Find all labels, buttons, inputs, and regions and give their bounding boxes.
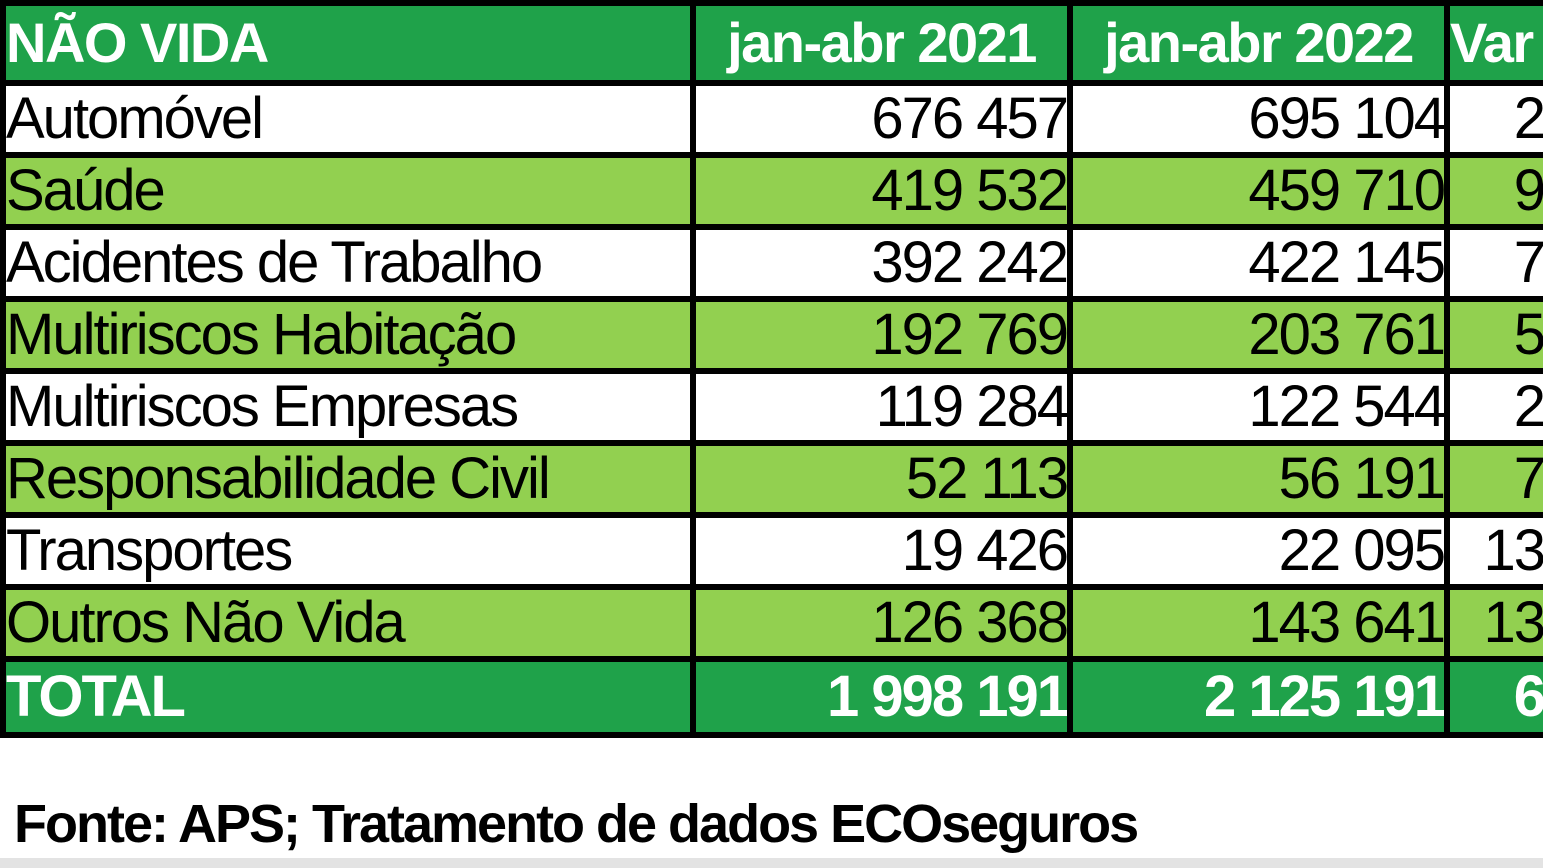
row-label: Saúde [0, 152, 696, 230]
value-2021: 126 368 [690, 584, 1073, 662]
value-var: 2 [1444, 368, 1543, 446]
value-2021: 419 532 [690, 152, 1073, 230]
table-row-transportes: Transportes 19 426 22 095 13 [0, 512, 1543, 590]
row-label: Multiriscos Habitação [0, 296, 696, 374]
total-var: 6 [1444, 656, 1543, 738]
source-note: Fonte: APS; Tratamento de dados ECOsegur… [0, 790, 1543, 858]
table-row-total: TOTAL 1 998 191 2 125 191 6 [0, 656, 1543, 738]
value-var: 7 [1444, 440, 1543, 518]
value-2022: 22 095 [1067, 512, 1450, 590]
value-var: 9 [1444, 152, 1543, 230]
value-2022: 122 544 [1067, 368, 1450, 446]
table-row-acidentes-trabalho: Acidentes de Trabalho 392 242 422 145 7 [0, 224, 1543, 302]
table-row-outros-nao-vida: Outros Não Vida 126 368 143 641 13 [0, 584, 1543, 662]
value-2022: 459 710 [1067, 152, 1450, 230]
table-header-row: NÃO VIDA jan-abr 2021 jan-abr 2022 Var [0, 0, 1543, 86]
value-var: 7 [1444, 224, 1543, 302]
total-2021: 1 998 191 [690, 656, 1073, 738]
value-var: 5 [1444, 296, 1543, 374]
value-var: 2 [1444, 80, 1543, 158]
header-nao-vida: NÃO VIDA [0, 0, 696, 86]
table-row-automovel: Automóvel 676 457 695 104 2 [0, 80, 1543, 158]
row-label: Acidentes de Trabalho [0, 224, 696, 302]
row-label: Responsabilidade Civil [0, 440, 696, 518]
table-row-multiriscos-empresas: Multiriscos Empresas 119 284 122 544 2 [0, 368, 1543, 446]
value-var: 13 [1444, 512, 1543, 590]
value-2022: 143 641 [1067, 584, 1450, 662]
row-label: Automóvel [0, 80, 696, 158]
header-var: Var [1444, 0, 1543, 86]
value-var: 13 [1444, 584, 1543, 662]
value-2021: 392 242 [690, 224, 1073, 302]
value-2022: 203 761 [1067, 296, 1450, 374]
value-2022: 422 145 [1067, 224, 1450, 302]
total-label: TOTAL [0, 656, 696, 738]
value-2021: 19 426 [690, 512, 1073, 590]
value-2022: 56 191 [1067, 440, 1450, 518]
table-row-saude: Saúde 419 532 459 710 9 [0, 152, 1543, 230]
row-label: Outros Não Vida [0, 584, 696, 662]
row-label: Multiriscos Empresas [0, 368, 696, 446]
value-2022: 695 104 [1067, 80, 1450, 158]
header-jan-abr-2021: jan-abr 2021 [690, 0, 1073, 86]
table-row-multiriscos-habitacao: Multiriscos Habitação 192 769 203 761 5 [0, 296, 1543, 374]
table-row-responsabilidade-civil: Responsabilidade Civil 52 113 56 191 7 [0, 440, 1543, 518]
nao-vida-premiums-table: NÃO VIDA jan-abr 2021 jan-abr 2022 Var A… [0, 0, 1543, 738]
bottom-edge-strip [0, 858, 1543, 868]
value-2021: 119 284 [690, 368, 1073, 446]
row-label: Transportes [0, 512, 696, 590]
value-2021: 192 769 [690, 296, 1073, 374]
value-2021: 52 113 [690, 440, 1073, 518]
total-2022: 2 125 191 [1067, 656, 1450, 738]
header-jan-abr-2022: jan-abr 2022 [1067, 0, 1450, 86]
value-2021: 676 457 [690, 80, 1073, 158]
